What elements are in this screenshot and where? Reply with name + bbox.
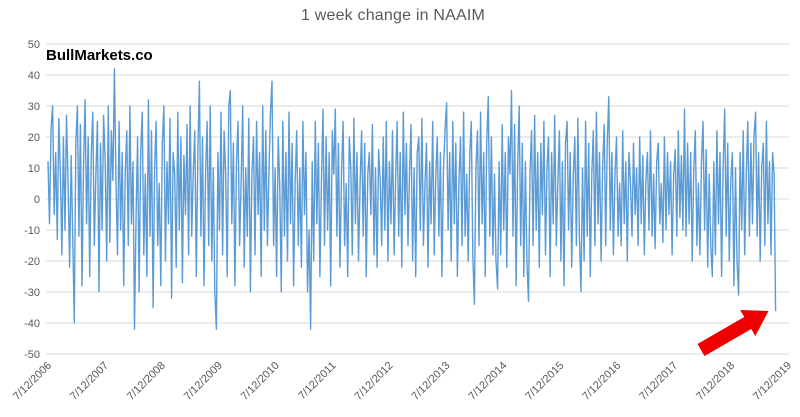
x-tick-label: 7/12/2010 <box>239 360 282 403</box>
y-tick-label: -50 <box>24 349 40 361</box>
chart-title: 1 week change in NAAIM <box>300 7 486 24</box>
x-tick-label: 7/12/2008 <box>125 360 168 403</box>
x-tick-label: 7/12/2006 <box>11 360 54 403</box>
y-tick-label: 0 <box>34 194 40 206</box>
y-tick-label: 50 <box>28 39 40 51</box>
naaim-change-series-line <box>47 68 777 330</box>
x-tick-label: 7/12/2012 <box>353 360 396 403</box>
watermark: BullMarkets.co <box>46 47 153 64</box>
x-tick-label: 7/12/2011 <box>296 360 339 403</box>
x-tick-label: 7/12/2013 <box>410 360 453 403</box>
x-tick-label: 7/12/2019 <box>751 360 794 403</box>
x-tick-label: 7/12/2007 <box>68 360 111 403</box>
y-tick-label: 10 <box>28 163 40 175</box>
y-tick-label: 20 <box>28 132 40 144</box>
x-tick-label: 7/12/2014 <box>466 360 509 403</box>
x-tick-label: 7/12/2015 <box>523 360 566 403</box>
x-tick-label: 7/12/2016 <box>580 360 623 403</box>
x-tick-label: 7/12/2009 <box>182 360 225 403</box>
y-tick-label: -30 <box>24 287 40 299</box>
red-arrow-annotation <box>697 310 769 357</box>
x-tick-label: 7/12/2018 <box>694 360 737 403</box>
y-tick-label: 40 <box>28 70 40 82</box>
y-tick-label: -10 <box>24 225 40 237</box>
y-tick-label: -40 <box>24 318 40 330</box>
y-tick-label: 30 <box>28 101 40 113</box>
x-tick-label: 7/12/2017 <box>637 360 680 403</box>
y-tick-label: -20 <box>24 256 40 268</box>
